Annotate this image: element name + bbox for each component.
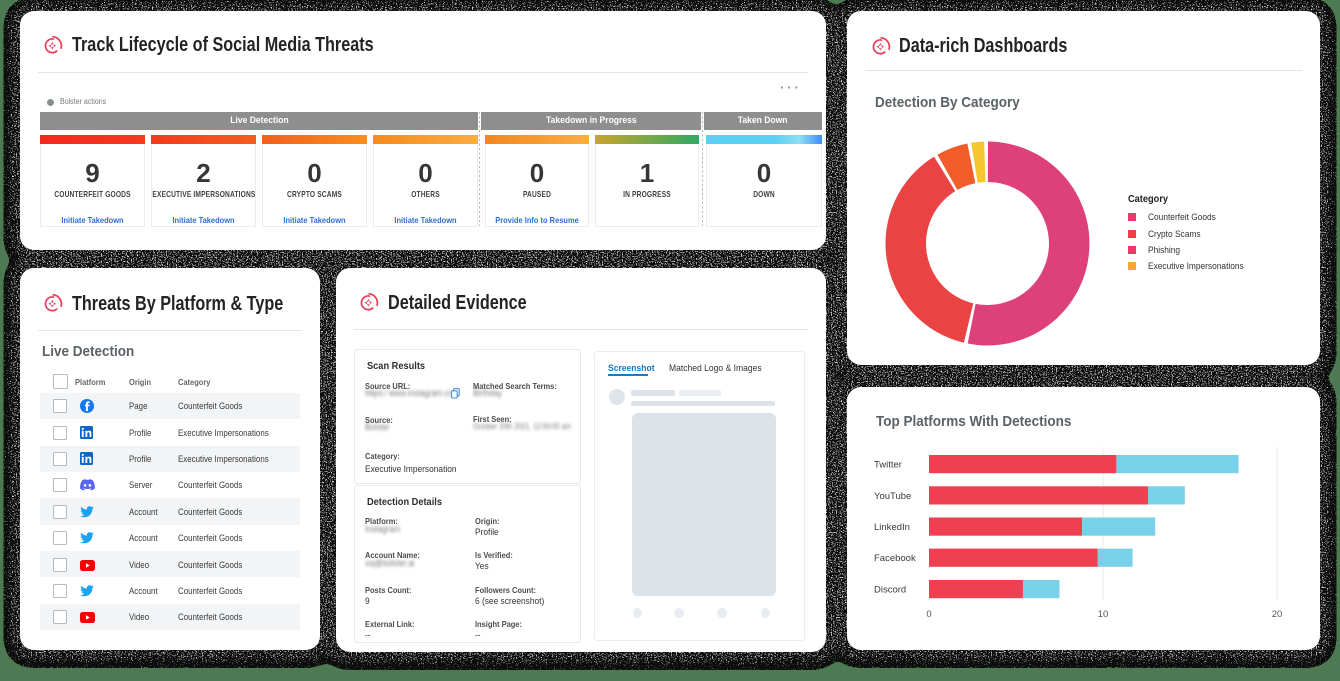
svg-text:20: 20: [1272, 609, 1283, 620]
svg-text:Twitter: Twitter: [874, 460, 902, 471]
svg-text:10: 10: [1098, 609, 1109, 620]
svg-text:Discord: Discord: [874, 585, 906, 596]
svg-text:LinkedIn: LinkedIn: [874, 522, 910, 533]
svg-text:Facebook: Facebook: [874, 553, 916, 564]
svg-text:0: 0: [926, 609, 931, 620]
svg-text:YouTube: YouTube: [874, 491, 911, 502]
